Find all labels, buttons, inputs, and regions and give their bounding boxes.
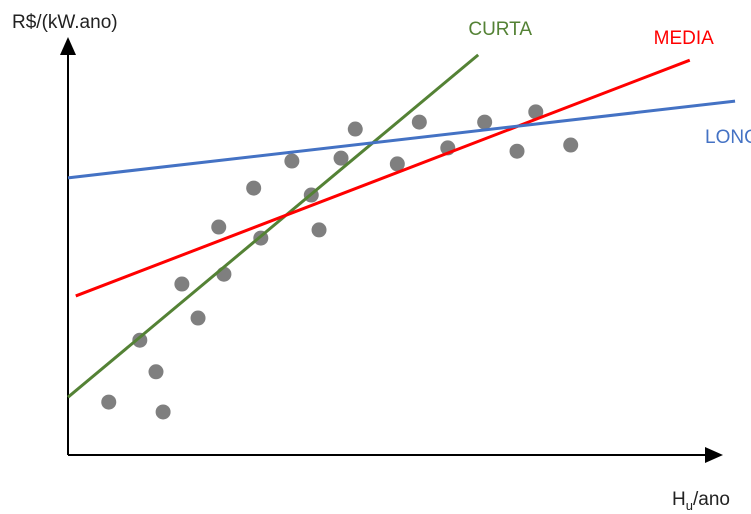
point: [528, 104, 544, 120]
point: [311, 222, 327, 238]
point: [246, 180, 262, 196]
point: [389, 156, 405, 172]
trend-line: [67, 99, 736, 180]
point: [101, 394, 117, 410]
point: [411, 114, 427, 130]
point: [211, 219, 227, 235]
point: [284, 153, 300, 169]
point: [155, 404, 171, 420]
line-label: MEDIA: [654, 28, 715, 49]
point: [174, 276, 190, 292]
point: [509, 143, 525, 159]
x-axis-label: Hu/ano: [672, 489, 730, 513]
trend-line: [67, 53, 480, 399]
point: [563, 137, 579, 153]
point: [190, 310, 206, 326]
point: [148, 364, 164, 380]
point: [333, 150, 349, 166]
y-axis-label: R$/(kW.ano): [12, 12, 118, 33]
line-label: CURTA: [468, 19, 532, 40]
point: [132, 332, 148, 348]
trend-line: [75, 58, 691, 298]
line-label: LONGA: [705, 127, 751, 148]
point: [477, 114, 493, 130]
point: [347, 121, 363, 137]
